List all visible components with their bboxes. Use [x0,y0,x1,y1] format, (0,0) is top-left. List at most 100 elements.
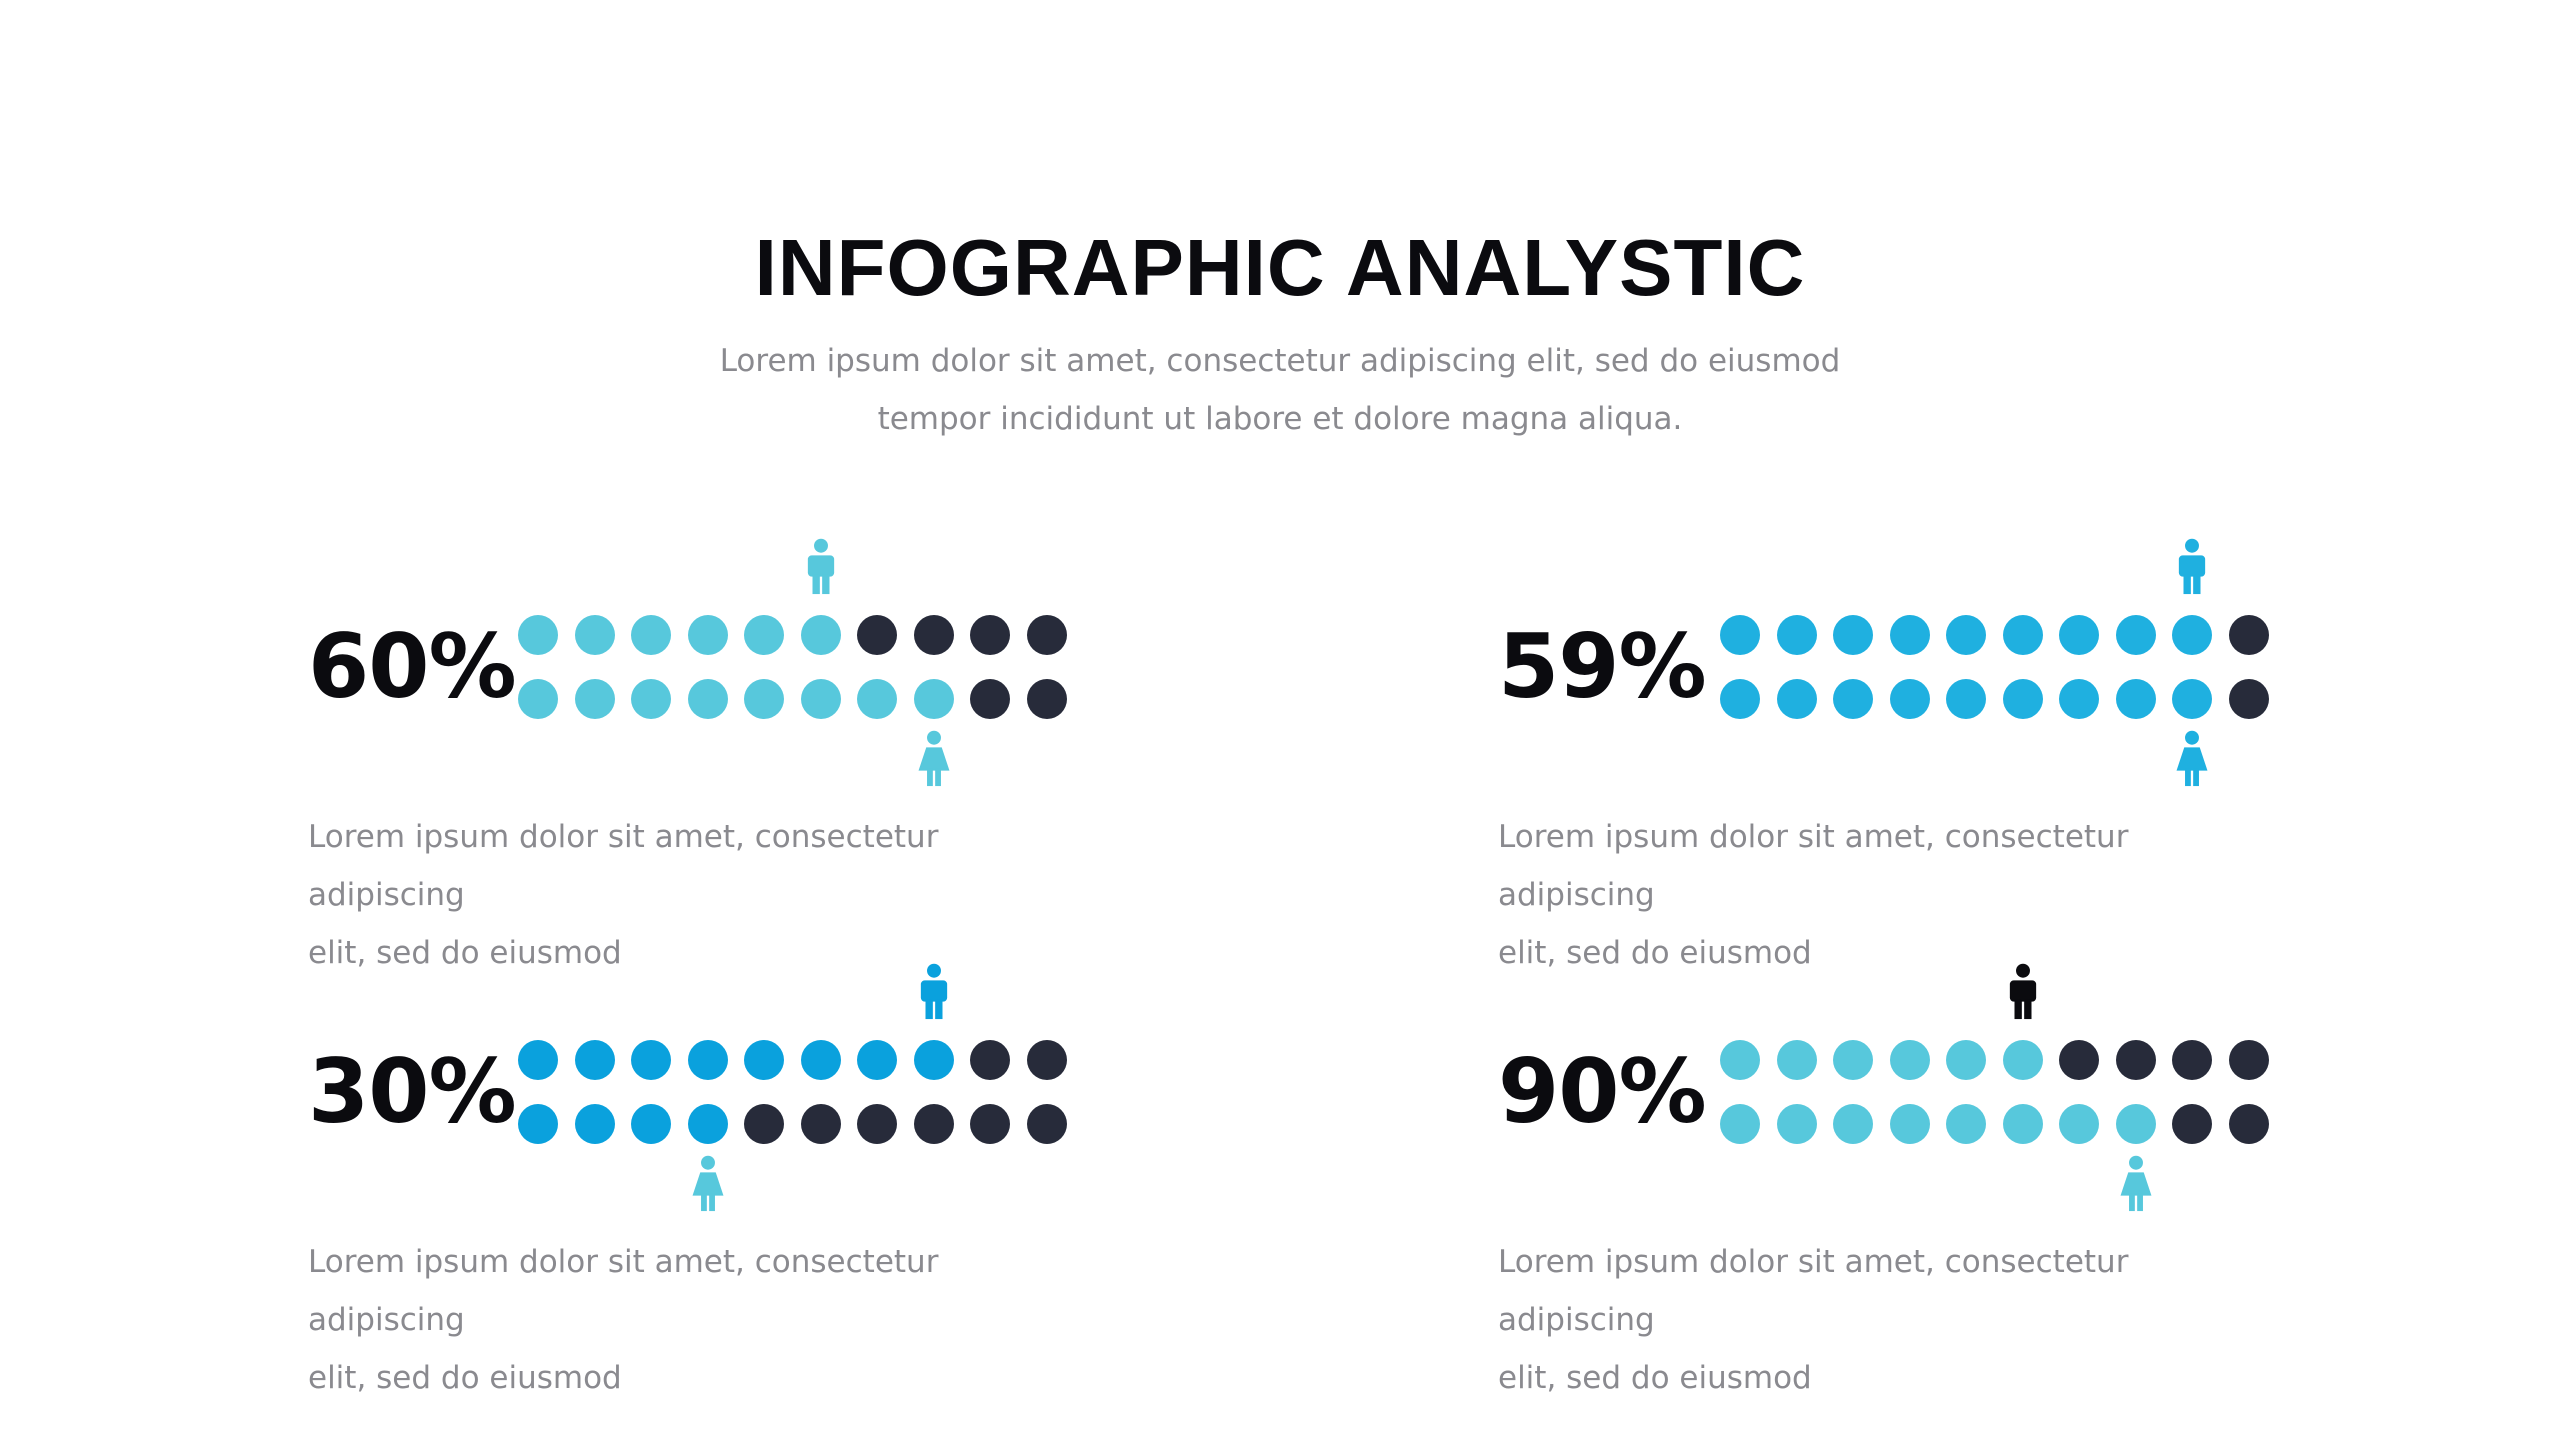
dot-grid [1720,963,2290,1215]
male-dot-1 [518,615,558,655]
female-person-icon [2116,1155,2156,1213]
male-dot-5 [744,615,784,655]
dot-grid [1720,538,2290,790]
female-person-icon [914,730,954,788]
female-dot-5 [1946,679,1986,719]
description-line-2: elit, sed do eiusmod [1498,1360,1812,1396]
male-dot-7 [857,1040,897,1080]
female-dot-5 [744,679,784,719]
female-dot-8 [2115,679,2156,719]
male-person-icon [801,538,841,596]
female-dot-2 [574,679,615,719]
female-dot-9 [970,679,1010,719]
female-dot-8 [913,679,954,719]
stat-description: Lorem ipsum dolor sit amet, consectetur … [1498,1233,2288,1407]
page-subtitle: Lorem ipsum dolor sit amet, consectetur … [700,332,1860,448]
male-dot-4 [1889,615,1930,655]
description-line-1: Lorem ipsum dolor sit amet, consectetur … [1498,819,2129,913]
female-dot-5 [744,1104,784,1144]
dot-grid [518,963,1088,1215]
male-dot-5 [744,1040,784,1080]
stat-block-3: 30% Lorem ipsum dolor sit amet, consecte… [308,963,1408,1407]
male-dot-6 [2002,615,2043,655]
female-dot-6 [800,1104,841,1144]
female-dot-9 [970,1104,1010,1144]
female-dot-9 [2172,1104,2212,1144]
description-line-2: elit, sed do eiusmod [308,935,622,971]
male-dot-3 [631,1040,671,1080]
male-dot-10 [2228,615,2269,655]
female-dot-4 [687,1104,728,1144]
female-dot-9 [2172,679,2212,719]
percent-label: 30% [308,1040,517,1143]
male-dot-1 [1720,615,1760,655]
male-dot-3 [1833,1040,1873,1080]
male-dot-1 [1720,1040,1760,1080]
male-dot-7 [2059,615,2099,655]
male-dot-8 [2115,1040,2156,1080]
dot-grid [518,538,1088,790]
male-dot-9 [2172,1040,2212,1080]
male-dot-5 [1946,1040,1986,1080]
percent-label: 59% [1498,615,1707,718]
male-dot-2 [574,1040,615,1080]
female-dot-1 [518,1104,558,1144]
male-dot-3 [1833,615,1873,655]
female-dot-10 [1026,679,1067,719]
male-dot-1 [518,1040,558,1080]
female-dot-2 [1776,1104,1817,1144]
female-dot-2 [574,1104,615,1144]
male-dot-6 [800,1040,841,1080]
subtitle-line-1: Lorem ipsum dolor sit amet, consectetur … [719,343,1841,379]
description-line-2: elit, sed do eiusmod [308,1360,622,1396]
male-dot-9 [970,1040,1010,1080]
male-dot-2 [1776,1040,1817,1080]
female-dot-1 [1720,1104,1760,1144]
female-dot-7 [857,1104,897,1144]
female-dot-3 [1833,679,1873,719]
female-person-icon [2172,730,2212,788]
stat-block-4: 90% Lorem ipsum dolor sit amet, consecte… [1498,963,2560,1407]
female-dot-2 [1776,679,1817,719]
female-dot-6 [2002,1104,2043,1144]
female-dot-10 [2228,679,2269,719]
female-dot-6 [800,679,841,719]
male-dot-6 [2002,1040,2043,1080]
male-dot-8 [913,615,954,655]
female-dot-7 [2059,679,2099,719]
female-dot-4 [1889,1104,1930,1144]
male-dot-2 [1776,615,1817,655]
female-dot-1 [1720,679,1760,719]
percent-label: 90% [1498,1040,1707,1143]
female-dot-1 [518,679,558,719]
male-person-icon [914,963,954,1021]
female-dot-3 [631,679,671,719]
female-dot-5 [1946,1104,1986,1144]
female-dot-7 [857,679,897,719]
female-dot-10 [1026,1104,1067,1144]
female-dot-7 [2059,1104,2099,1144]
female-dot-4 [1889,679,1930,719]
male-dot-10 [1026,1040,1067,1080]
male-dot-2 [574,615,615,655]
female-dot-8 [913,1104,954,1144]
male-dot-10 [1026,615,1067,655]
male-dot-8 [913,1040,954,1080]
male-dot-7 [2059,1040,2099,1080]
percent-label: 60% [308,615,517,718]
description-line-1: Lorem ipsum dolor sit amet, consectetur … [1498,1244,2129,1338]
female-dot-4 [687,679,728,719]
male-person-icon [2172,538,2212,596]
male-dot-9 [970,615,1010,655]
stat-description: Lorem ipsum dolor sit amet, consectetur … [308,808,1098,982]
male-dot-7 [857,615,897,655]
description-line-2: elit, sed do eiusmod [1498,935,1812,971]
male-dot-4 [687,615,728,655]
male-dot-8 [2115,615,2156,655]
stat-description: Lorem ipsum dolor sit amet, consectetur … [308,1233,1098,1407]
male-dot-3 [631,615,671,655]
stat-description: Lorem ipsum dolor sit amet, consectetur … [1498,808,2288,982]
description-line-1: Lorem ipsum dolor sit amet, consectetur … [308,819,939,913]
stat-block-1: 60% Lorem ipsum dolor sit amet, consecte… [308,538,1408,982]
